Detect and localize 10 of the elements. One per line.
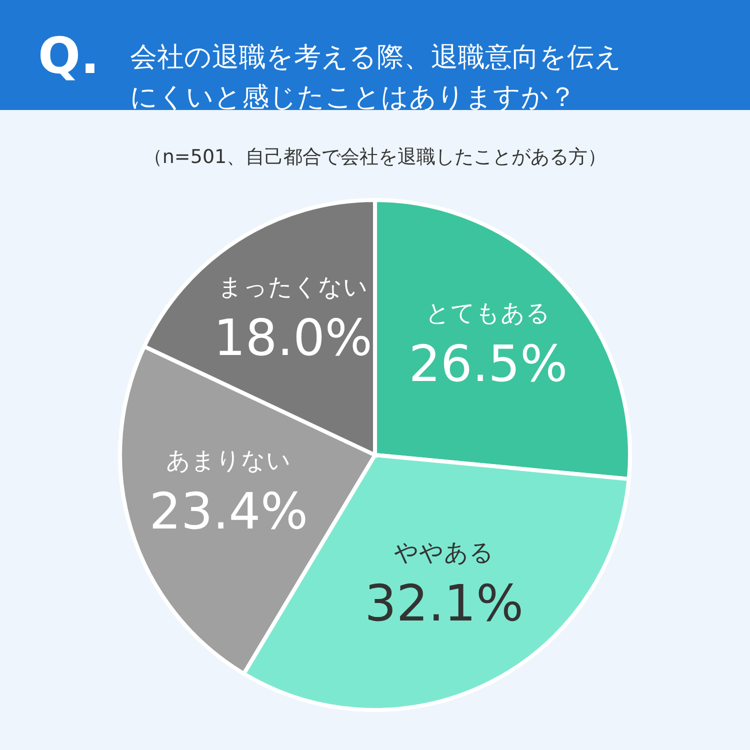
data-label: 23.4% xyxy=(149,482,308,541)
slice-label: まったくない xyxy=(218,272,368,301)
slice-label: とてもある xyxy=(426,299,551,328)
chart-subtitle: （n=501、自己都合で会社を退職したことがある方） xyxy=(143,146,607,168)
data-label: 32.1% xyxy=(364,574,524,633)
slice-label: ややある xyxy=(394,538,494,567)
slice-label: あまりない xyxy=(166,446,292,475)
chart-title: Q. 会社の退職を考える際、退職意向を伝えにくいと感じたことはありますか？ xyxy=(38,27,622,113)
data-label: 18.0% xyxy=(214,308,372,367)
data-label: 26.5% xyxy=(408,335,568,394)
